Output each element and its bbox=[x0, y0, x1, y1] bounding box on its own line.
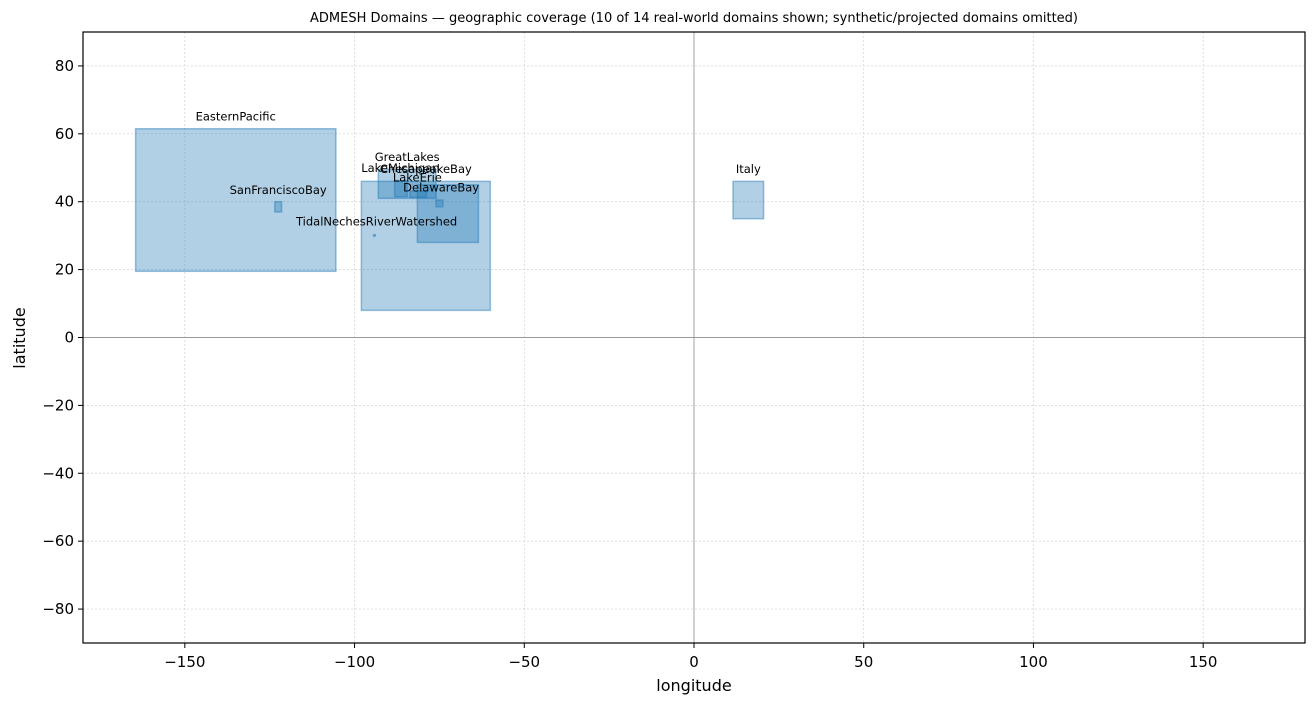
axis-ticks: −150 −100 −50 0 50 100 150 −80 −60 −40 −20 0 20 40 60 8… bbox=[42, 57, 1217, 671]
x-tick-label: 0 bbox=[689, 653, 699, 671]
domain-label: SanFranciscoBay bbox=[230, 183, 327, 197]
y-tick-label: 40 bbox=[55, 193, 74, 211]
y-tick-label: −20 bbox=[42, 396, 74, 414]
y-tick-label: −60 bbox=[42, 532, 74, 550]
domain-label: DelawareBay bbox=[403, 181, 479, 195]
domain-box bbox=[372, 233, 377, 237]
domain-box bbox=[416, 184, 480, 244]
domain-box bbox=[393, 179, 408, 198]
domain-label: LakeMichigan bbox=[361, 161, 439, 175]
domain-label: EasternPacific bbox=[196, 109, 276, 123]
domain-boxes bbox=[134, 127, 765, 312]
domain-label: ChesapeakeBay bbox=[380, 162, 472, 176]
x-tick-label: −150 bbox=[164, 653, 205, 671]
domain-box bbox=[377, 168, 437, 200]
x-tick-label: 100 bbox=[1019, 653, 1048, 671]
y-tick-label: 80 bbox=[55, 57, 74, 75]
x-tick-label: −100 bbox=[334, 653, 375, 671]
y-tick-label: 0 bbox=[64, 329, 74, 347]
domain-label: Italy bbox=[736, 162, 761, 176]
domain-box bbox=[360, 180, 492, 312]
x-axis-label: longitude bbox=[656, 676, 731, 695]
y-tick-label: 60 bbox=[55, 125, 74, 143]
x-tick-label: 150 bbox=[1189, 653, 1218, 671]
domain-box bbox=[274, 200, 283, 213]
y-tick-label: −80 bbox=[42, 600, 74, 618]
y-tick-label: −40 bbox=[42, 464, 74, 482]
domain-box bbox=[134, 127, 337, 273]
y-tick-label: 20 bbox=[55, 261, 74, 279]
domain-box bbox=[435, 199, 444, 208]
domain-label: LakeErie bbox=[393, 170, 442, 184]
domain-box bbox=[732, 180, 765, 220]
x-tick-label: −50 bbox=[508, 653, 540, 671]
domain-labels: EasternPacific GreatLakesLakeMichiganChes… bbox=[196, 109, 761, 228]
y-axis-label: latitude bbox=[10, 307, 29, 368]
x-tick-label: 50 bbox=[854, 653, 873, 671]
domain-label: TidalNechesRiverWatershed bbox=[295, 214, 457, 228]
domain-label: GreatLakes bbox=[375, 150, 440, 164]
zero-lines bbox=[83, 32, 1305, 643]
domain-box bbox=[409, 190, 428, 199]
chart-title: ADMESH Domains — geographic coverage (10… bbox=[310, 11, 1078, 26]
